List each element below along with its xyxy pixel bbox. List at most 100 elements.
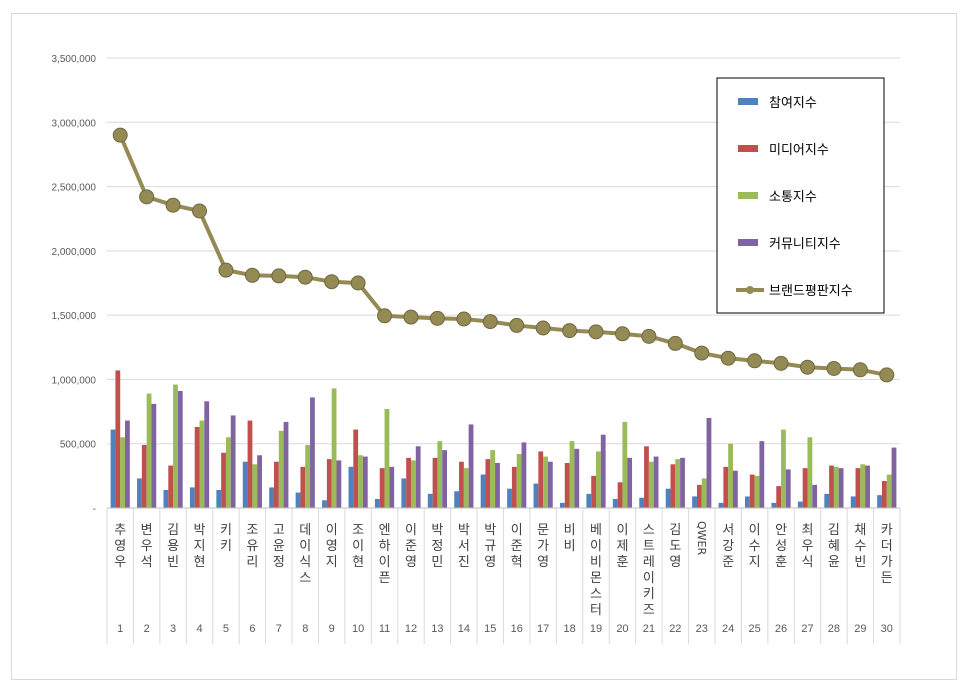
bar: [257, 455, 262, 508]
bar: [415, 446, 421, 508]
bar: [427, 493, 433, 508]
rank-label: 1: [117, 623, 123, 635]
bar: [771, 502, 777, 508]
rank-label: 7: [276, 623, 282, 635]
bar: [543, 456, 548, 508]
bar: [305, 445, 311, 508]
y-tick-label: 1,000,000: [52, 375, 97, 386]
rank-label: 30: [881, 623, 893, 635]
bar: [718, 502, 724, 508]
rank-label: 4: [196, 623, 202, 635]
bar: [274, 461, 279, 508]
brand-index-point: [324, 274, 340, 290]
bar: [745, 496, 750, 508]
bar: [199, 420, 205, 508]
bar: [463, 468, 469, 508]
bar: [696, 484, 702, 508]
rank-label: 24: [722, 623, 734, 635]
bar: [586, 493, 592, 508]
brand-index-point: [799, 359, 815, 375]
bar: [177, 391, 183, 508]
gridlines: [107, 57, 900, 445]
bar: [781, 429, 786, 508]
bar: [459, 461, 464, 508]
bar: [511, 466, 517, 508]
y-tick-label: 500,000: [60, 440, 97, 451]
bar: [173, 384, 178, 508]
bar: [495, 463, 500, 508]
bar: [384, 409, 390, 508]
legend-swatch-marker: [746, 286, 754, 294]
bar: [322, 500, 327, 508]
rank-label: 10: [352, 623, 364, 635]
y-tick-label: 2,500,000: [52, 183, 97, 194]
bar: [706, 418, 712, 508]
bar: [406, 457, 411, 508]
bar: [194, 427, 200, 508]
bar: [125, 420, 130, 508]
bar: [326, 459, 332, 508]
rank-label: 16: [511, 623, 523, 635]
rank-label: 11: [379, 623, 390, 635]
brand-index-point: [244, 267, 260, 283]
bar: [348, 466, 354, 508]
bar: [759, 441, 765, 508]
legend-label: 커뮤니티지수: [769, 237, 841, 252]
bar: [675, 459, 681, 508]
bar: [665, 488, 671, 508]
brand-index-point: [165, 197, 181, 213]
brand-index-point: [641, 328, 657, 344]
rank-label: 25: [748, 623, 760, 635]
bar: [221, 452, 226, 508]
brand-index-point: [112, 127, 128, 143]
bar: [670, 464, 676, 508]
brand-index-point: [747, 353, 763, 369]
bar: [596, 451, 601, 508]
bar: [442, 450, 448, 508]
rank-label: 29: [854, 623, 866, 635]
brand-index-point: [535, 320, 551, 336]
brand-index-point: [614, 326, 630, 342]
brand-index-point: [694, 345, 710, 361]
brand-index-point: [297, 269, 313, 285]
rank-label: 18: [563, 623, 575, 635]
legend-label: 참여지수: [769, 96, 817, 111]
bar: [723, 466, 729, 508]
bar: [278, 430, 284, 508]
legend-label: 미디어지수: [769, 143, 829, 158]
chart-svg: - 500,000 1,000,000 1,500,000 2,000,000 2,500…: [52, 54, 901, 644]
bar: [353, 429, 359, 508]
bar: [749, 474, 755, 508]
rank-label: 9: [329, 623, 335, 635]
rank-label: 8: [302, 623, 308, 635]
bar: [120, 437, 126, 508]
bar: [812, 484, 818, 508]
bar: [891, 447, 897, 508]
bar: [379, 468, 385, 508]
legend-label: 브랜드평판지수: [769, 284, 853, 299]
bar: [389, 466, 395, 508]
x-axis: 추 영 우 1 변 우 석 2 김 용 빈 3 박 지 현 4 키 키 5 조 유 리 6 고 윤 정 7 데 이 식 스 8 이 영 지 9 조 이 현 1…: [106, 507, 901, 644]
rank-label: 17: [537, 623, 549, 635]
rank-label: 22: [669, 623, 681, 635]
line-series: [112, 127, 895, 383]
bar: [358, 455, 363, 508]
